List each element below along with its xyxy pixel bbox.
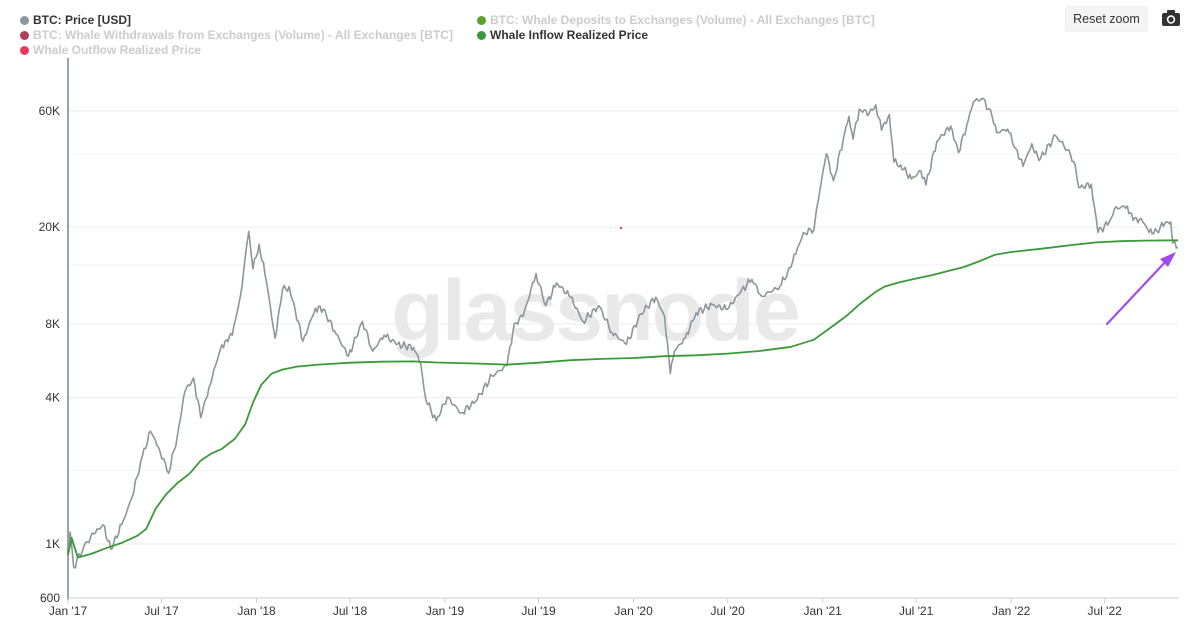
y-tick-label: 8K — [45, 317, 60, 331]
legend-item-whale-withdrawals[interactable]: BTC: Whale Withdrawals from Exchanges (V… — [20, 28, 453, 42]
legend-dot-whale-outflow — [20, 46, 29, 55]
x-tick-label: Jan '21 — [803, 604, 842, 618]
x-tick-label: Jul '18 — [333, 604, 368, 618]
x-tick-label: Jul '22 — [1087, 604, 1122, 618]
legend-label: BTC: Whale Deposits to Exchanges (Volume… — [490, 13, 875, 27]
legend-item-whale-outflow-realized-price[interactable]: Whale Outflow Realized Price — [20, 43, 201, 57]
x-tick-label: Jul '19 — [521, 604, 556, 618]
y-tick-label: 600 — [40, 591, 60, 605]
annotation-arrow-head — [1160, 252, 1176, 267]
series-line-whale-inflow-realized-price — [67, 239, 1179, 559]
series-line-btc-price — [67, 97, 1179, 569]
legend-item-whale-inflow-realized-price[interactable]: Whale Inflow Realized Price — [477, 28, 648, 42]
x-tick-label: Jan '20 — [614, 604, 653, 618]
y-tick-label: 1K — [45, 537, 60, 551]
x-tick-label: Jul '17 — [144, 604, 179, 618]
y-tick-label: 20K — [39, 220, 60, 234]
x-tick-label: Jul '20 — [710, 604, 745, 618]
x-tick-label: Jul '21 — [899, 604, 934, 618]
x-tick-label: Jan '18 — [237, 604, 276, 618]
y-tick-label: 4K — [45, 390, 60, 404]
reset-zoom-button[interactable]: Reset zoom — [1065, 6, 1148, 32]
y-tick-label: 60K — [39, 104, 60, 118]
legend-label: BTC: Whale Withdrawals from Exchanges (V… — [33, 28, 453, 42]
legend-dot-btc-price — [20, 16, 29, 25]
stray-point — [619, 226, 623, 230]
x-tick-label: Jan '22 — [992, 604, 1031, 618]
x-tick-label: Jan '19 — [426, 604, 465, 618]
legend-dot-whale-inflow — [477, 31, 486, 40]
x-tick-label: Jan '17 — [49, 604, 88, 618]
legend-label: Whale Outflow Realized Price — [33, 43, 202, 57]
legend-dot-whale-deposits — [477, 16, 486, 25]
camera-icon[interactable] — [1160, 8, 1182, 28]
legend-item-whale-deposits[interactable]: BTC: Whale Deposits to Exchanges (Volume… — [477, 13, 875, 27]
legend-label: Whale Inflow Realized Price — [490, 28, 649, 42]
legend-label: BTC: Price [USD] — [33, 13, 132, 27]
legend-item-btc-price[interactable]: BTC: Price [USD] — [20, 13, 131, 27]
legend-dot-whale-withdrawals — [20, 31, 29, 40]
annotation-arrow-shaft — [1105, 257, 1170, 326]
